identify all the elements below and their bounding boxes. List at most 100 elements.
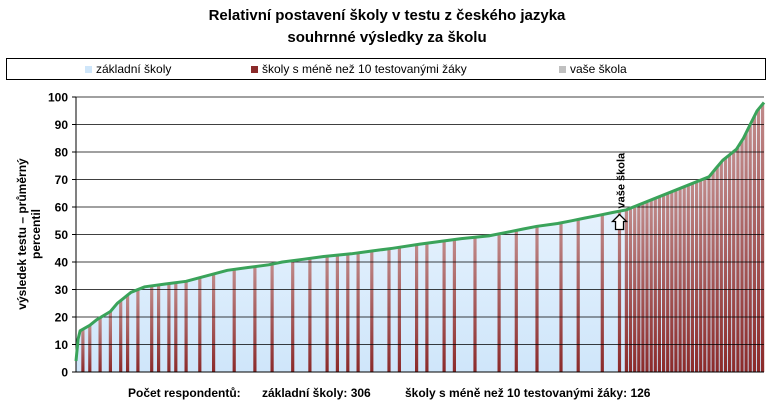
- bar-small-school: [270, 264, 274, 372]
- legend-item-basic: základní školy: [85, 62, 171, 76]
- bar-small-school: [370, 251, 374, 372]
- line-percentile-curve: [74, 101, 766, 362]
- bar-small-school: [707, 176, 711, 373]
- y-tick-label: 20: [55, 311, 69, 325]
- bar-small-school: [535, 226, 539, 373]
- bar-small-school: [81, 329, 85, 372]
- y-tick-label: 60: [55, 201, 69, 215]
- bar-small-school: [617, 211, 622, 372]
- bar-small-school: [150, 285, 154, 372]
- bar-small-school: [157, 284, 161, 372]
- bar-small-school: [514, 230, 518, 372]
- y-tick-label: 80: [55, 146, 69, 160]
- bar-small-school: [356, 252, 360, 372]
- bar-small-school: [649, 199, 653, 372]
- bar-small-school: [686, 185, 690, 372]
- bar-small-school: [119, 300, 123, 372]
- legend-item-small: školy s méně než 10 testovanými žáky: [251, 62, 467, 76]
- bar-small-school: [497, 233, 501, 372]
- y-tick-label: 40: [55, 256, 69, 270]
- bar-small-school: [748, 124, 752, 372]
- bar-small-school: [641, 203, 645, 372]
- bar-small-school: [473, 237, 477, 373]
- bar-small-school: [703, 178, 707, 372]
- bar-small-school: [559, 222, 563, 372]
- bar-small-school: [682, 186, 686, 372]
- bar-small-school: [728, 154, 732, 373]
- bar-small-school: [335, 255, 339, 372]
- bar-small-school: [674, 189, 678, 372]
- bar-small-school: [397, 247, 401, 372]
- bar-small-school: [108, 311, 112, 372]
- y-tick-label: 70: [55, 173, 69, 187]
- bar-small-school: [174, 282, 178, 372]
- bar-small-school: [387, 248, 391, 372]
- area-basic-schools: [76, 102, 764, 372]
- bar-small-school: [645, 201, 649, 372]
- footer-label: Počet respondentů:: [128, 386, 241, 400]
- bar-small-school: [624, 209, 628, 373]
- bar-small-school: [723, 158, 728, 372]
- bar-small-school: [752, 116, 756, 372]
- bar-small-school: [719, 161, 723, 372]
- bar-small-school: [666, 193, 670, 373]
- bar-small-school: [184, 281, 188, 373]
- bar-small-school: [756, 109, 761, 372]
- bar-small-school: [253, 266, 257, 372]
- bar-small-school: [699, 180, 703, 372]
- bar-small-school: [425, 243, 429, 372]
- bar-small-school: [628, 208, 633, 372]
- bar-small-school: [695, 181, 699, 372]
- bar-small-school: [212, 273, 216, 372]
- legend-label-yours: vaše škola: [570, 62, 627, 76]
- bar-small-school: [740, 140, 744, 372]
- bar-small-school: [136, 289, 140, 372]
- footer-small-count: školy s méně než 10 testovanými žáky: 12…: [405, 386, 651, 400]
- bar-small-school: [761, 104, 765, 372]
- legend-swatch-yours: [559, 65, 566, 73]
- bar-small-school: [415, 244, 419, 372]
- bar-small-school: [167, 283, 171, 372]
- bar-small-school: [600, 214, 604, 372]
- bar-small-school: [670, 191, 674, 372]
- legend-label-basic: základní školy: [96, 62, 172, 76]
- legend-item-yours: vaše škola: [559, 62, 627, 76]
- bar-small-school: [126, 295, 130, 372]
- bar-small-school: [662, 194, 666, 372]
- bar-small-school: [232, 269, 236, 372]
- bar-small-school: [657, 196, 661, 372]
- bar-small-school: [346, 254, 350, 372]
- footer-basic-count: základní školy: 306: [262, 386, 371, 400]
- legend: základní školy školy s méně než 10 testo…: [6, 58, 766, 80]
- legend-swatch-basic: [85, 65, 92, 73]
- y-tick-label: 0: [61, 366, 68, 380]
- legend-swatch-small: [251, 65, 258, 73]
- bar-small-school: [325, 256, 329, 372]
- bar-small-school: [744, 132, 748, 372]
- your-school-arrow-icon: [610, 213, 629, 231]
- bar-small-school: [678, 188, 682, 372]
- bar-small-school: [653, 198, 657, 372]
- bar-small-school: [736, 147, 740, 372]
- bar-small-school: [690, 183, 694, 372]
- legend-label-small: školy s méně než 10 testovanými žáky: [262, 62, 467, 76]
- your-school-label: vaše škola: [616, 152, 628, 209]
- bar-small-school: [308, 258, 312, 372]
- y-tick-label: 90: [55, 118, 69, 132]
- bar-small-school: [637, 204, 641, 372]
- chart-subtitle: souhrnné výsledky za školu: [287, 29, 487, 46]
- bar-small-school: [198, 277, 202, 372]
- bar-small-school: [576, 219, 580, 372]
- y-tick-label: 50: [55, 228, 69, 242]
- bar-small-school: [715, 166, 719, 372]
- y-tick-label: 100: [48, 91, 68, 105]
- bar-small-school: [442, 240, 446, 372]
- bar-small-school: [88, 325, 92, 373]
- y-tick-label: 30: [55, 283, 69, 297]
- y-tick-label: 10: [55, 338, 69, 352]
- chart-title: Relativní postavení školy v testu z česk…: [208, 7, 566, 24]
- bar-small-school: [711, 171, 715, 372]
- bar-small-school: [452, 239, 456, 372]
- bar-small-school: [291, 260, 295, 372]
